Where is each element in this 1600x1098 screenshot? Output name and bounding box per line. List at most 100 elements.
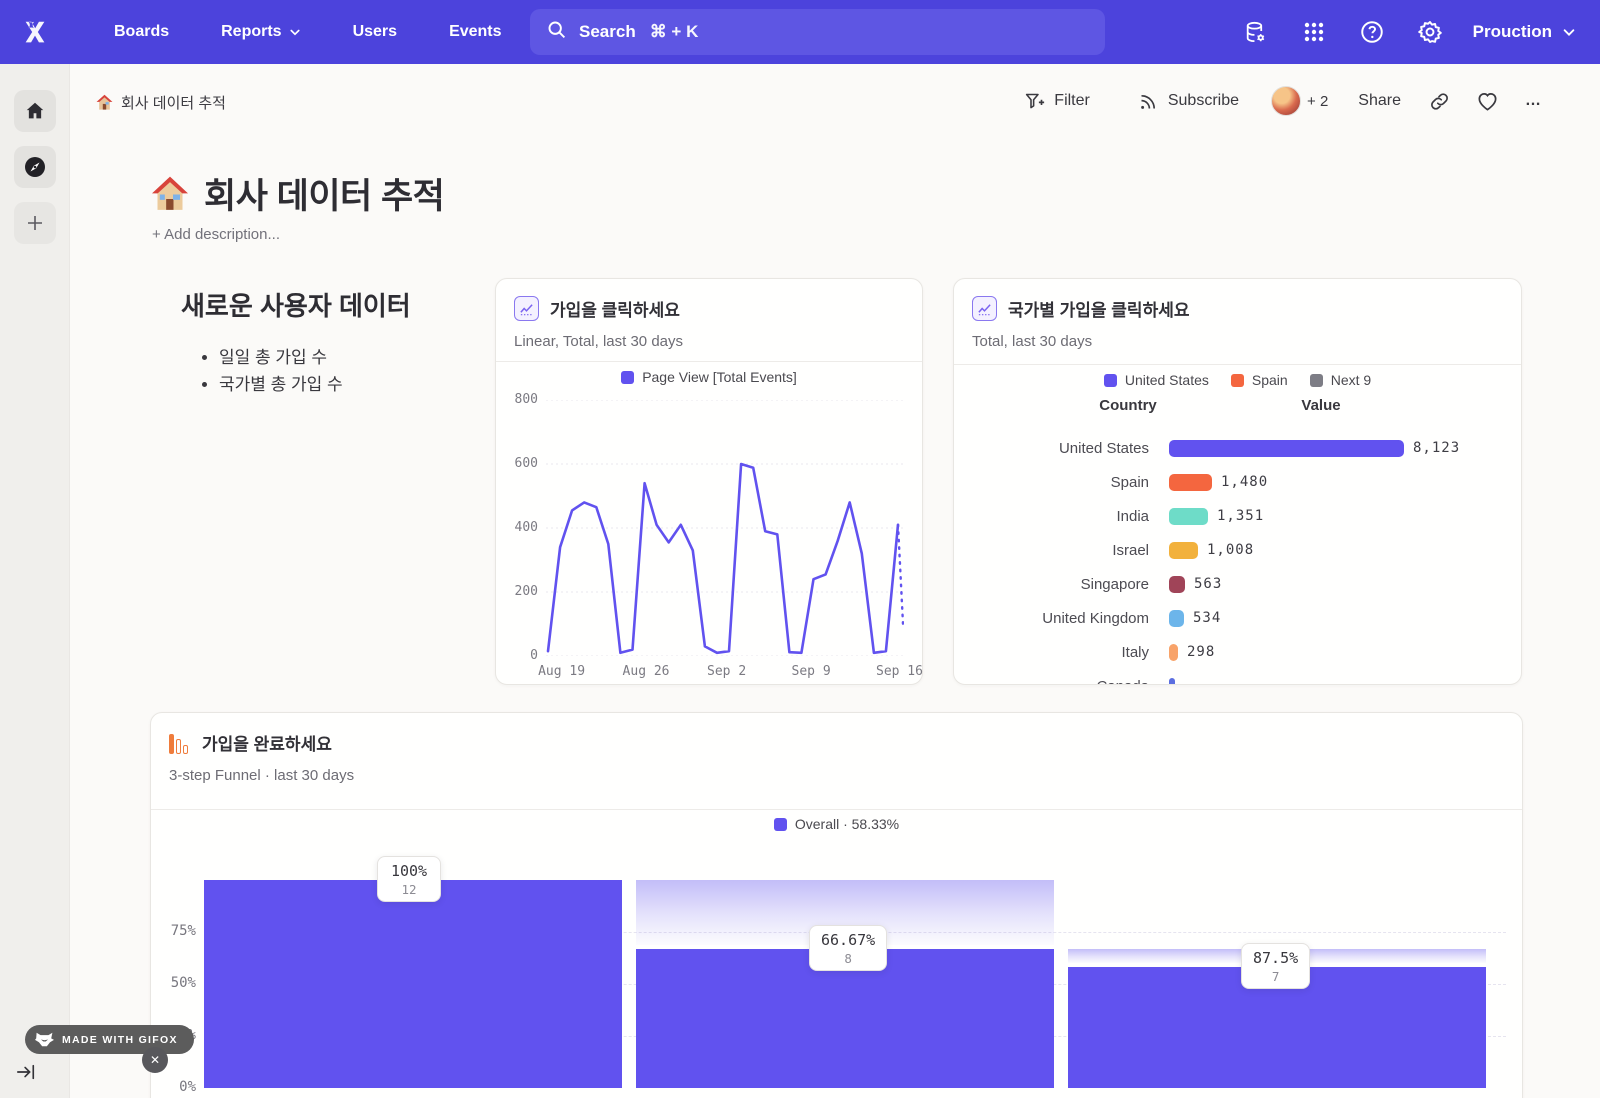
country-row[interactable]: Singapore 563 xyxy=(954,567,1521,601)
country-bar[interactable] xyxy=(1169,507,1208,525)
filter-button[interactable]: Filter xyxy=(1024,91,1090,112)
country-label: Spain xyxy=(1110,473,1149,491)
divider xyxy=(151,809,1522,810)
country-bar[interactable] xyxy=(1169,473,1212,491)
y-axis-tick: 0% xyxy=(179,1079,196,1095)
country-label: Israel xyxy=(1112,541,1149,559)
search-icon xyxy=(546,19,567,45)
fox-icon xyxy=(35,1032,54,1047)
country-label: Singapore xyxy=(1080,575,1149,593)
country-value: 534 xyxy=(1193,610,1222,626)
house-emoji-icon xyxy=(152,176,188,210)
country-row[interactable]: Israel 1,008 xyxy=(954,533,1521,567)
ellipsis-icon: … xyxy=(1525,92,1542,109)
step-conversion-pct: 100% xyxy=(390,862,428,880)
text-widget-bullets: 일일 총 가입 수국가별 총 가입 수 xyxy=(205,344,343,398)
country-row[interactable]: United Kingdom 534 xyxy=(954,601,1521,635)
rss-icon xyxy=(1141,94,1155,109)
y-axis-tick: 50% xyxy=(170,975,196,991)
share-button[interactable]: Share xyxy=(1358,92,1401,110)
y-axis-tick: 75% xyxy=(170,923,196,939)
funnel-bar[interactable] xyxy=(204,880,622,1088)
country-label: Italy xyxy=(1121,643,1149,661)
line-chart-card[interactable]: 가입을 클릭하세요 Linear, Total, last 30 days Pa… xyxy=(495,278,923,685)
search-label: Search xyxy=(579,22,636,41)
country-bar-card[interactable]: 국가별 가입을 클릭하세요 Total, last 30 days United… xyxy=(953,278,1522,685)
filter-icon xyxy=(1026,93,1045,108)
page-title-text[interactable]: 회사 데이터 추적 xyxy=(204,177,445,216)
funnel-chart-card[interactable]: 가입을 완료하세요 3-step Funnel · last 30 days O… xyxy=(150,712,1523,1098)
help-icon[interactable] xyxy=(1343,0,1401,64)
sidebar-add-button[interactable] xyxy=(13,202,56,244)
country-bar[interactable] xyxy=(1169,609,1184,627)
nav-item-reports[interactable]: Reports xyxy=(221,23,300,41)
copy-link-button[interactable] xyxy=(1429,91,1450,112)
country-row[interactable]: United States 8,123 xyxy=(954,431,1521,465)
plus-icon xyxy=(27,216,42,230)
legend-entry[interactable]: Next 9 xyxy=(1309,372,1371,388)
divider xyxy=(496,361,922,362)
legend-entry[interactable]: Spain xyxy=(1230,372,1288,388)
x-axis-tick: Aug 19 xyxy=(538,664,586,679)
legend-label: Overall · 58.33% xyxy=(794,816,900,832)
subscribe-label: Subscribe xyxy=(1167,92,1240,109)
compass-icon xyxy=(24,157,45,177)
data-settings-icon[interactable] xyxy=(1227,0,1285,64)
sidebar-item-discover[interactable] xyxy=(13,146,56,188)
apps-grid-icon[interactable] xyxy=(1285,0,1343,64)
divider xyxy=(954,364,1521,365)
nav-item-events[interactable]: Events xyxy=(449,23,501,41)
country-bar[interactable] xyxy=(1169,541,1198,559)
more-options-button[interactable]: … xyxy=(1525,92,1542,110)
step-count: 12 xyxy=(401,882,417,897)
house-emoji-icon xyxy=(96,94,113,110)
line-chart-icon xyxy=(514,296,539,321)
subscribe-button[interactable]: Subscribe xyxy=(1138,91,1239,112)
sidebar-item-home[interactable] xyxy=(13,90,56,132)
top-navbar: Boards Reports Users Events Search ⌘ + K Pr… xyxy=(0,0,1600,64)
project-selector[interactable]: Prouction xyxy=(1473,22,1576,42)
country-row[interactable]: Spain 1,480 xyxy=(954,465,1521,499)
x-axis-tick: Sep 9 xyxy=(791,664,831,679)
nav-label: Users xyxy=(352,23,398,40)
funnel-card-subtitle: 3-step Funnel · last 30 days xyxy=(169,767,355,784)
country-label: Canada xyxy=(954,678,1149,685)
country-bar[interactable] xyxy=(1169,439,1404,457)
country-row[interactable]: Italy 298 xyxy=(954,635,1521,669)
collaborator-avatar[interactable] xyxy=(1271,86,1302,116)
y-axis-tick: 400 xyxy=(514,520,538,535)
breadcrumb[interactable]: 회사 데이터 추적 xyxy=(96,92,226,113)
search-shortcut: ⌘ + K xyxy=(649,22,699,41)
country-label: United Kingdom xyxy=(1042,609,1149,627)
close-icon[interactable]: ✕ xyxy=(142,1047,168,1073)
add-description-button[interactable]: + Add description... xyxy=(152,226,280,243)
country-label: United States xyxy=(1058,439,1149,457)
step-count: 7 xyxy=(1271,968,1280,984)
country-bar[interactable] xyxy=(1169,575,1185,593)
funnel-bar[interactable] xyxy=(636,949,1054,1088)
line-chart-legend: Page View [Total Events] xyxy=(496,369,922,385)
text-widget-heading: 새로운 사용자 데이터 xyxy=(181,291,411,321)
line-chart-icon xyxy=(972,296,997,321)
nav-item-boards[interactable]: Boards xyxy=(114,23,169,41)
collapse-sidebar-button[interactable] xyxy=(16,1063,36,1086)
nav-label: Reports xyxy=(221,23,282,40)
country-card-title: 국가별 가입을 클릭하세요 xyxy=(1008,301,1190,320)
country-label: India xyxy=(1116,507,1149,525)
nav-item-users[interactable]: Users xyxy=(353,23,397,41)
legend-entry[interactable]: United States xyxy=(1103,372,1209,388)
collaborators-count[interactable]: + 2 xyxy=(1307,92,1329,110)
board-toolbar: Filter Subscribe + 2 Share … xyxy=(1024,86,1542,116)
home-icon xyxy=(26,102,43,119)
country-bar[interactable] xyxy=(1169,643,1178,661)
settings-gear-icon[interactable] xyxy=(1401,0,1459,64)
mixpanel-logo-icon[interactable] xyxy=(18,15,52,49)
search-input[interactable]: Search ⌘ + K xyxy=(530,9,1105,55)
gifox-label: MADE WITH GIFOX xyxy=(62,1033,178,1046)
step-conversion-pct: 87.5% xyxy=(1253,948,1299,967)
breadcrumb-label: 회사 데이터 추적 xyxy=(121,95,226,112)
favorite-button[interactable] xyxy=(1476,90,1499,113)
step-conversion-pct: 66.67% xyxy=(821,931,876,950)
country-value: 1,008 xyxy=(1207,542,1255,558)
country-row[interactable]: India 1,351 xyxy=(954,499,1521,533)
